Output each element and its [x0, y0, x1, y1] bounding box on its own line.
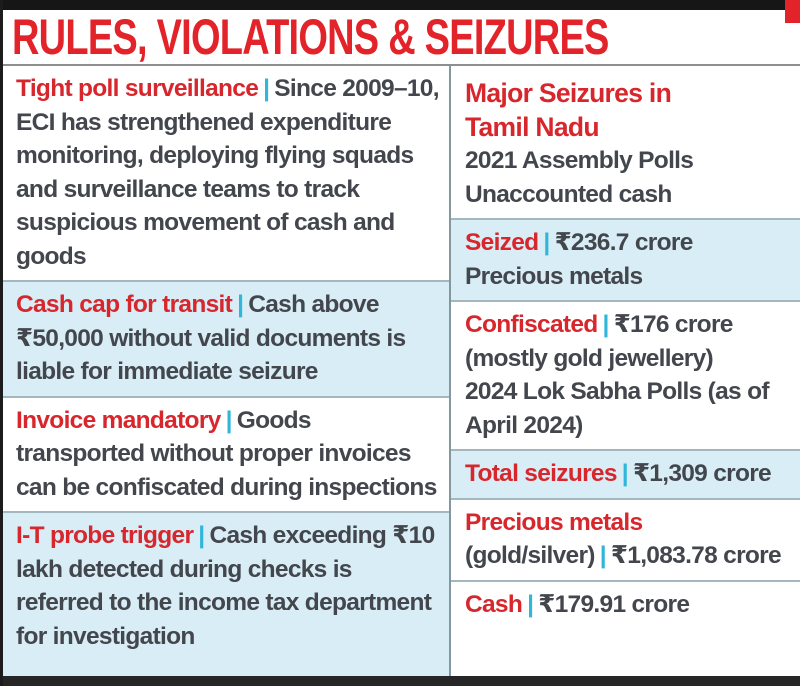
seizure-value: ₹1,083.78 crore [610, 542, 782, 569]
rule-paragraph: Tight poll surveillance | Since 2009–10, E… [16, 72, 440, 273]
pipe-separator: | [237, 291, 244, 318]
pipe-separator: | [225, 406, 233, 434]
pipe-separator: | [599, 542, 607, 569]
title-bar: RULES, VIOLATIONS & SEIZURES [3, 10, 800, 66]
rule-heading: Cash cap for transit [16, 291, 233, 318]
seizure-precious-metals: Precious metals (gold/silver) | ₹1,083.78 c… [451, 497, 800, 580]
seizure-line: Total seizures | ₹1,309 crore [465, 457, 790, 491]
rule-heading: I-T probe trigger [16, 522, 194, 549]
seizure-line: Seized | ₹236.7 crore [465, 226, 790, 260]
seizures-column: Major Seizures in Tamil Nadu 2021 Assemb… [451, 66, 800, 676]
pipe-separator: | [621, 460, 629, 487]
red-corner-tab [785, 0, 800, 23]
rule-paragraph: Cash cap for transit | Cash above ₹50,000 … [16, 288, 439, 389]
seizure-line: Precious metals (gold/silver) | ₹1,083.78 c… [465, 506, 790, 573]
rule-body: Since 2009–10, ECI has strengthened expe… [16, 75, 440, 270]
seizure-confiscated: Confiscated | ₹176 crore (mostly gold jewe… [451, 300, 800, 449]
pipe-separator: | [198, 522, 205, 549]
seizure-line: Cash | ₹179.91 crore [465, 588, 790, 622]
rule-tight-poll-surveillance: Tight poll surveillance | Since 2009–10, E… [3, 66, 449, 280]
seizure-seized: Seized | ₹236.7 crore Precious metals [451, 218, 800, 300]
seizure-heading: Cash [465, 590, 523, 618]
page-title: RULES, VIOLATIONS & SEIZURES [12, 9, 609, 65]
seizure-subheading: (gold/silver) [465, 542, 595, 569]
rule-heading: Tight poll surveillance [16, 75, 259, 102]
seizure-value: ₹1,309 crore [632, 460, 772, 487]
rule-paragraph: I-T probe trigger | Cash exceeding ₹10 lak… [16, 519, 439, 653]
rule-body: Goods transported without proper invoice… [16, 406, 437, 501]
seizure-heading: Precious metals [465, 508, 643, 536]
seizure-heading: Total seizures [465, 460, 617, 487]
pipe-separator: | [602, 311, 610, 338]
seizure-cash: Cash | ₹179.91 crore [451, 579, 800, 677]
seizure-value: ₹236.7 crore [554, 229, 694, 256]
seizure-note: Precious metals [465, 262, 643, 290]
seizures-header: Major Seizures in Tamil Nadu 2021 Assemb… [451, 66, 800, 218]
seizures-subtitle-cash: Unaccounted cash [465, 180, 672, 208]
rule-it-probe-trigger: I-T probe trigger | Cash exceeding ₹10 lak… [3, 511, 449, 676]
seizure-heading: Confiscated [465, 311, 598, 338]
rule-body: Cash exceeding ₹10 lakh detected during … [16, 522, 435, 650]
rule-body: Cash above ₹50,000 without valid documen… [16, 291, 406, 385]
seizure-value: ₹176 crore (mostly gold jewellery) [465, 311, 733, 372]
rules-column: Tight poll surveillance | Since 2009–10, E… [3, 66, 451, 676]
rule-invoice-mandatory: Invoice mandatory | Goods transported with… [3, 395, 449, 512]
seizure-value: ₹179.91 crore [538, 590, 690, 618]
content-area: Tight poll surveillance | Since 2009–10, E… [3, 66, 800, 676]
seizure-heading: Seized [465, 229, 539, 256]
rule-cash-cap-for-transit: Cash cap for transit | Cash above ₹50,000 … [3, 280, 449, 396]
rule-heading: Invoice mandatory [16, 406, 221, 434]
seizure-note: 2024 Lok Sabha Polls (as of April 2024) [465, 378, 770, 439]
seizures-subtitle-polls: 2021 Assembly Polls [465, 147, 694, 174]
seizures-title: Major Seizures in Tamil Nadu [465, 78, 672, 142]
rule-paragraph: Invoice mandatory | Goods transported with… [16, 404, 439, 505]
seizure-total: Total seizures | ₹1,309 crore [451, 449, 800, 498]
seizure-line: Confiscated | ₹176 crore (mostly gold jewe… [465, 308, 790, 375]
pipe-separator: | [263, 75, 270, 102]
bottom-black-bar [3, 676, 800, 686]
pipe-separator: | [543, 229, 550, 256]
top-black-bar [3, 0, 800, 10]
pipe-separator: | [527, 590, 534, 618]
